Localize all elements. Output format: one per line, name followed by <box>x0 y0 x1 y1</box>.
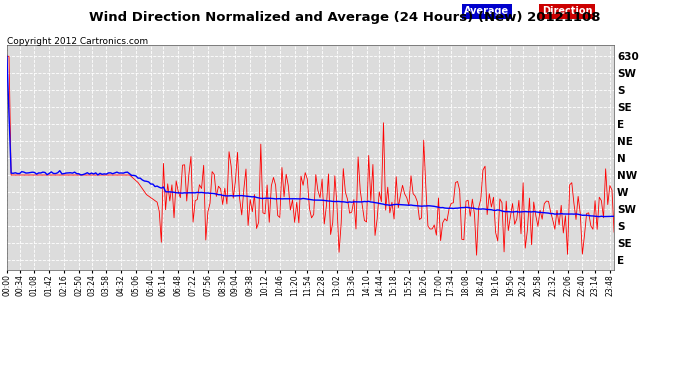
Text: Average: Average <box>464 6 509 16</box>
Text: Copyright 2012 Cartronics.com: Copyright 2012 Cartronics.com <box>7 38 148 46</box>
Text: Wind Direction Normalized and Average (24 Hours) (New) 20121108: Wind Direction Normalized and Average (2… <box>89 11 601 24</box>
Text: Direction: Direction <box>542 6 593 16</box>
